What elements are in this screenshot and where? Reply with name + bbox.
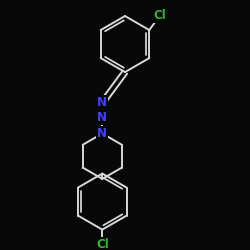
Text: Cl: Cl bbox=[154, 9, 166, 22]
Text: Cl: Cl bbox=[96, 238, 109, 250]
Text: N: N bbox=[97, 96, 107, 109]
Text: N: N bbox=[97, 111, 107, 124]
Text: N: N bbox=[97, 127, 107, 140]
